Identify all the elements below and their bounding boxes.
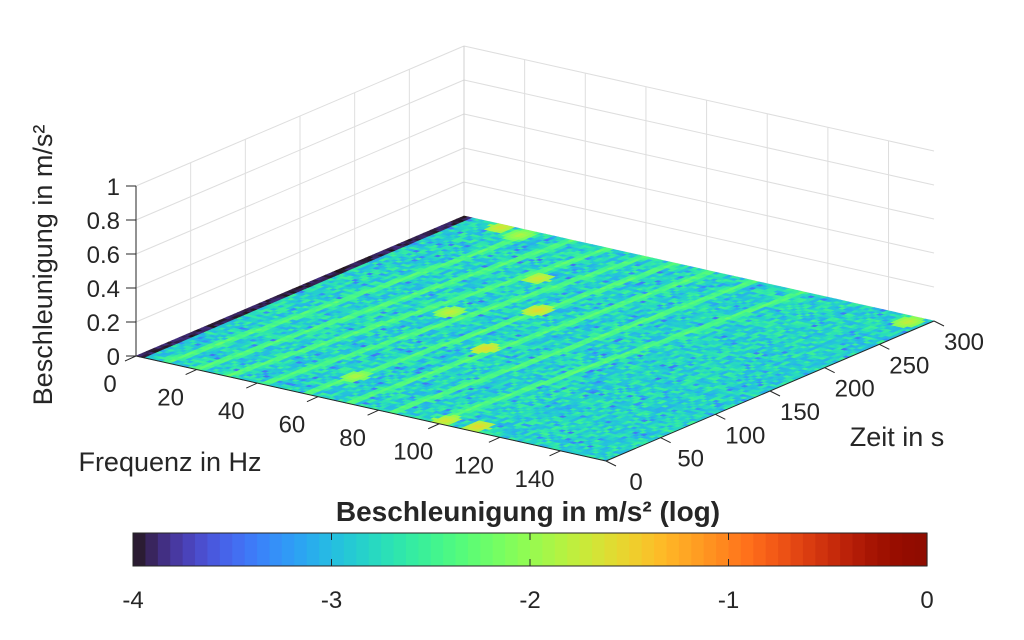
grid-line bbox=[464, 46, 934, 151]
grid-line bbox=[464, 80, 934, 185]
grid-line bbox=[464, 114, 934, 219]
